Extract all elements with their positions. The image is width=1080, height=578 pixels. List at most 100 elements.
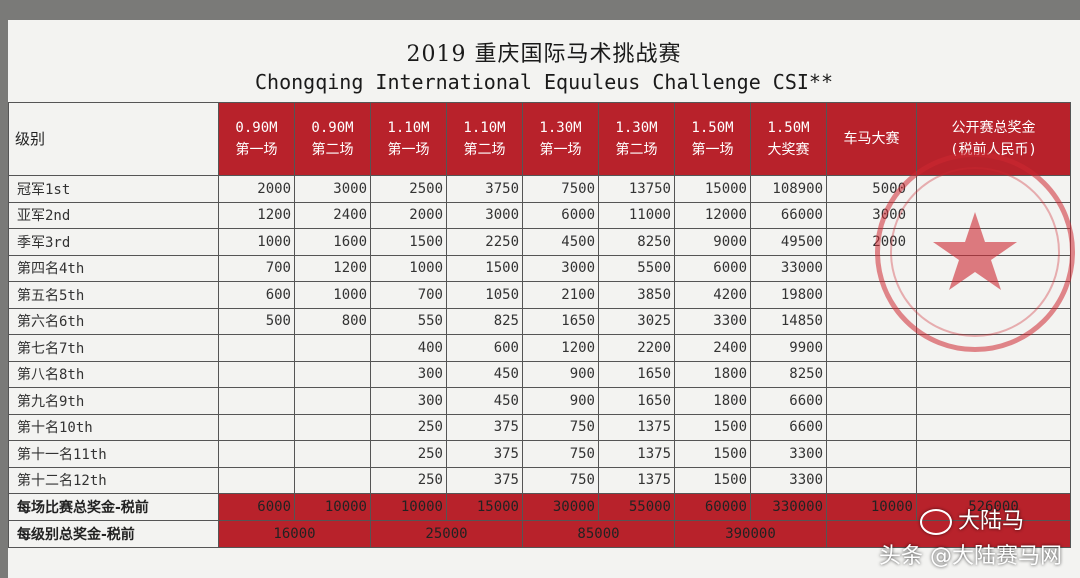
rank-label: 第十名10th — [8, 413, 219, 441]
column-header: 公开赛总奖金 (税前人民币) — [916, 102, 1071, 176]
page-title: 2019 重庆国际马术挑战赛 — [406, 42, 682, 67]
table-cell: 11000 — [598, 201, 675, 229]
table-cell — [916, 254, 1071, 282]
table-cell — [294, 387, 371, 415]
column-header: 车马大赛 — [826, 102, 917, 176]
table-cell: 1800 — [674, 360, 751, 388]
table-row: 第十名10th 250 375 750 1375 1500 6600 — [8, 413, 1071, 441]
table-row: 第六名6th 500 800 550 825 1650 3025 3300 14850 — [8, 307, 1071, 335]
table-cell: 10000 — [294, 493, 371, 521]
table-cell — [294, 360, 371, 388]
column-header: 0.90M 第一场 — [218, 102, 295, 176]
table-cell: 375 — [446, 440, 523, 468]
table-cell: 6000 — [674, 254, 751, 282]
table-cell: 3300 — [750, 440, 827, 468]
table-cell — [916, 307, 1071, 335]
table-cell — [916, 228, 1071, 256]
column-header: 1.30M 第二场 — [598, 102, 675, 176]
table-cell: 2000 — [370, 201, 447, 229]
table-cell: 900 — [522, 387, 599, 415]
table-cell: 390000 — [674, 520, 827, 548]
table-cell — [826, 307, 917, 335]
table-cell: 3000 — [446, 201, 523, 229]
table-cell — [916, 201, 1071, 229]
table-cell: 600 — [446, 334, 523, 362]
table-cell: 15000 — [674, 175, 751, 203]
table-cell: 15000 — [446, 493, 523, 521]
table-cell: 10000 — [370, 493, 447, 521]
table-cell: 750 — [522, 466, 599, 494]
table-cell: 9900 — [750, 334, 827, 362]
table-cell: 3000 — [522, 254, 599, 282]
table-cell: 25000 — [370, 520, 523, 548]
column-header: 1.50M 大奖赛 — [750, 102, 827, 176]
table-cell: 6000 — [218, 493, 295, 521]
table-cell — [826, 254, 917, 282]
table-cell: 250 — [370, 466, 447, 494]
table-cell — [218, 360, 295, 388]
table-cell: 1375 — [598, 440, 675, 468]
table-cell: 49500 — [750, 228, 827, 256]
event-total-label: 每场比赛总奖金-税前 — [8, 493, 219, 521]
table-cell — [916, 440, 1071, 468]
rank-header: 级别 — [8, 102, 219, 176]
rank-label: 冠军1st — [8, 175, 219, 203]
table-cell — [218, 466, 295, 494]
table-cell: 8250 — [750, 360, 827, 388]
table-cell: 330000 — [750, 493, 827, 521]
table-cell: 6600 — [750, 413, 827, 441]
column-header: 1.10M 第一场 — [370, 102, 447, 176]
table-cell: 5000 — [826, 175, 917, 203]
table-cell: 500 — [218, 307, 295, 335]
rank-label: 第七名7th — [8, 334, 219, 362]
table-cell: 8250 — [598, 228, 675, 256]
table-cell: 1000 — [294, 281, 371, 309]
table-cell: 450 — [446, 387, 523, 415]
table-cell: 1650 — [522, 307, 599, 335]
table-cell: 250 — [370, 440, 447, 468]
table-cell: 30000 — [522, 493, 599, 521]
table-cell: 16000 — [218, 520, 371, 548]
table-cell: 2400 — [294, 201, 371, 229]
table-cell — [826, 413, 917, 441]
event-total-row: 每场比赛总奖金-税前 6000 10000 10000 15000 30000 … — [8, 493, 1071, 521]
column-header: 1.30M 第一场 — [522, 102, 599, 176]
header-row: 级别 0.90M 第一场 0.90M 第二场 1.10M 第一场 1.10M 第二场 1… — [8, 102, 1071, 176]
table-cell — [218, 387, 295, 415]
table-cell: 400 — [370, 334, 447, 362]
table-cell — [218, 334, 295, 362]
table-cell: 6600 — [750, 387, 827, 415]
table-cell: 2000 — [826, 228, 917, 256]
table-cell: 2250 — [446, 228, 523, 256]
table-cell: 375 — [446, 466, 523, 494]
rank-label: 第九名9th — [8, 387, 219, 415]
table-cell — [916, 334, 1071, 362]
table-cell: 1200 — [218, 201, 295, 229]
table-cell: 60000 — [674, 493, 751, 521]
table-cell — [916, 387, 1071, 415]
table-cell: 550 — [370, 307, 447, 335]
table-cell: 1375 — [598, 466, 675, 494]
table-cell: 2400 — [674, 334, 751, 362]
table-cell: 1650 — [598, 360, 675, 388]
prize-table: 级别 0.90M 第一场 0.90M 第二场 1.10M 第一场 1.10M 第二场 1… — [8, 102, 1071, 548]
table-cell: 450 — [446, 360, 523, 388]
table-cell: 1000 — [370, 254, 447, 282]
table-cell: 3750 — [446, 175, 523, 203]
table-cell: 6000 — [522, 201, 599, 229]
table-row: 第五名5th 600 1000 700 1050 2100 3850 4200 19800 — [8, 281, 1071, 309]
table-cell — [826, 440, 917, 468]
table-cell — [916, 360, 1071, 388]
table-cell — [916, 281, 1071, 309]
table-cell — [826, 360, 917, 388]
table-cell: 14850 — [750, 307, 827, 335]
rank-label: 第十二名12th — [8, 466, 219, 494]
table-cell: 2100 — [522, 281, 599, 309]
table-cell: 250 — [370, 413, 447, 441]
table-cell: 33000 — [750, 254, 827, 282]
table-cell: 1000 — [218, 228, 295, 256]
table-cell: 2500 — [370, 175, 447, 203]
table-cell: 5500 — [598, 254, 675, 282]
table-cell: 600 — [218, 281, 295, 309]
table-row: 第十一名11th 250 375 750 1375 1500 3300 — [8, 440, 1071, 468]
